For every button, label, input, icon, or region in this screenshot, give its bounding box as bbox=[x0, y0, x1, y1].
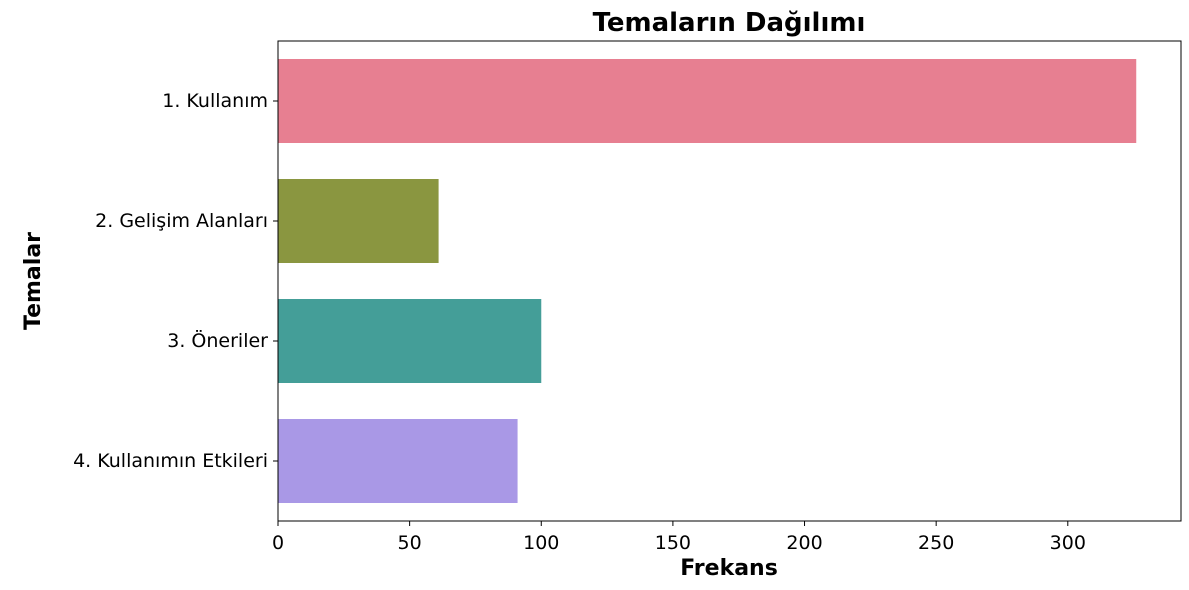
x-axis-ticks: 0 50 100 150 200 250 300 bbox=[272, 521, 1086, 554]
x-tick-label: 150 bbox=[655, 532, 691, 554]
bar-1 bbox=[278, 59, 1137, 143]
chart-title: Temaların Dağılımı bbox=[593, 8, 866, 38]
x-axis-label: Frekans bbox=[680, 556, 778, 581]
x-tick-label: 300 bbox=[1050, 532, 1086, 554]
x-tick-label: 0 bbox=[272, 532, 284, 554]
x-tick-label: 100 bbox=[523, 532, 559, 554]
y-tick-label: 3. Öneriler bbox=[167, 329, 268, 352]
x-tick-label: 50 bbox=[398, 532, 422, 554]
x-tick-label: 250 bbox=[918, 532, 954, 554]
plot-frame bbox=[277, 40, 1182, 522]
bar-3 bbox=[278, 299, 542, 383]
bar-4 bbox=[278, 419, 518, 503]
y-tick-label: 2. Gelişim Alanları bbox=[95, 210, 268, 232]
x-tick-label: 200 bbox=[786, 532, 822, 554]
y-axis-label: Temalar bbox=[21, 232, 46, 330]
y-axis-ticks: 1. Kullanım 2. Gelişim Alanları 3. Önerile… bbox=[73, 90, 278, 472]
y-tick-label: 4. Kullanımın Etkileri bbox=[73, 450, 268, 472]
bars-layer bbox=[278, 59, 1137, 503]
y-tick-label: 1. Kullanım bbox=[162, 90, 268, 112]
bar-2 bbox=[278, 179, 439, 263]
